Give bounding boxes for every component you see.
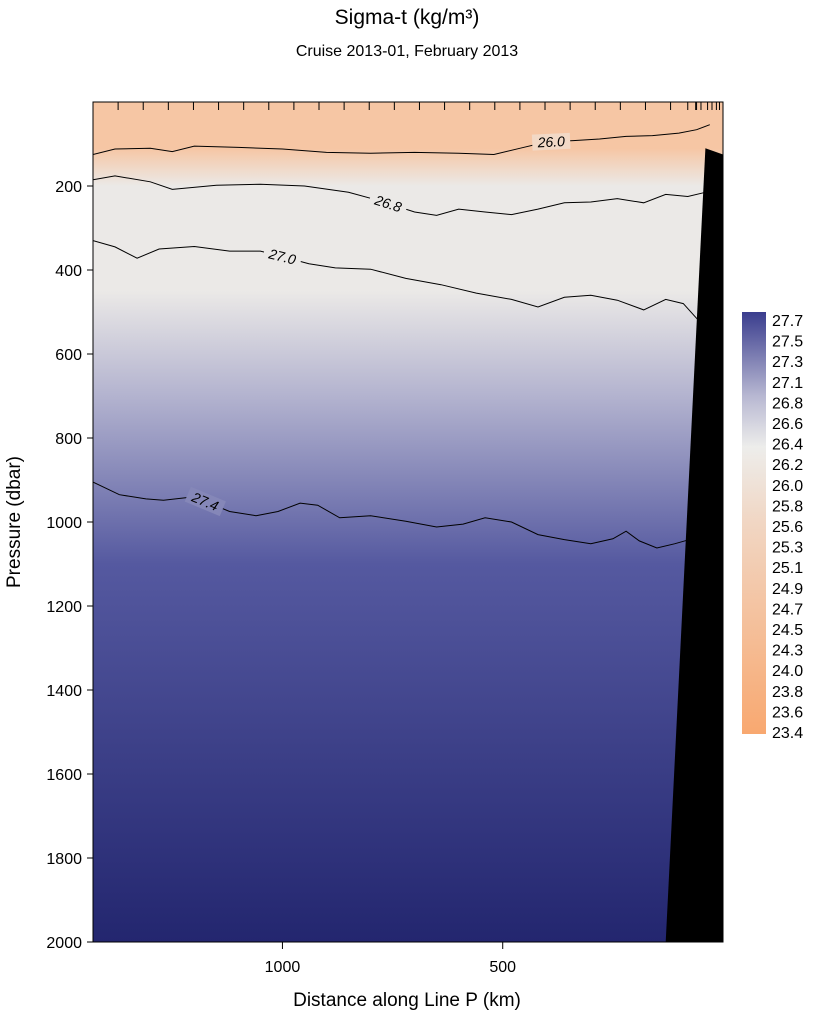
y-tick-label: 2000 (46, 935, 82, 952)
colorbar-label: 24.0 (772, 663, 803, 680)
colorbar-label: 24.7 (772, 601, 803, 618)
contour-26.8 (93, 175, 706, 216)
colorbar-label: 24.9 (772, 581, 803, 598)
colorbar-labels: 27.7 27.5 27.3 27.1 26.8 26.6 26.4 26.2 26.0 25.8… (772, 313, 803, 742)
y-tick-label: 1200 (46, 599, 82, 616)
x-tick-label: 1000 (265, 959, 301, 976)
chart-title: Sigma-t (kg/m³) (335, 6, 480, 29)
colorbar-label: 26.8 (772, 395, 803, 412)
colorbar-label: 27.5 (772, 334, 803, 351)
y-axis-label: Pressure (dbar) (4, 456, 25, 588)
x-axis-label: Distance along Line P (km) (293, 990, 521, 1011)
station-ticks (92, 102, 720, 110)
y-tick-label: 600 (55, 347, 82, 364)
y-tick-label: 1400 (46, 683, 82, 700)
colorbar-label: 23.6 (772, 704, 803, 721)
contour-label: 26.0 (536, 133, 565, 150)
y-tick-label: 800 (55, 431, 82, 448)
colorbar-label: 25.1 (772, 560, 803, 577)
y-tick-label: 1800 (46, 851, 82, 868)
y-axis: 200 400 600 800 1000 1200 1400 1600 1800 2000 (46, 179, 93, 952)
y-tick-label: 400 (55, 263, 82, 280)
colorbar-label: 25.3 (772, 540, 803, 557)
y-tick-label: 200 (55, 179, 82, 196)
colorbar-label: 26.2 (772, 457, 803, 474)
contour-label-group: 27.0 (262, 244, 303, 269)
y-tick-label: 1000 (46, 515, 82, 532)
contour-label-group: 26.0 (531, 132, 571, 151)
colorbar-label: 24.3 (772, 643, 803, 660)
colorbar-label: 23.8 (772, 684, 803, 701)
colorbar-label: 27.1 (772, 375, 803, 392)
colorbar-label: 27.3 (772, 354, 803, 371)
colorbar-label: 26.6 (772, 416, 803, 433)
colorbar-label: 26.0 (772, 478, 803, 495)
contour-27.0 (93, 240, 706, 328)
colorbar-label: 23.4 (772, 725, 803, 742)
contour-label: 27.0 (266, 245, 297, 267)
colorbar (742, 312, 766, 734)
x-tick-label: 500 (489, 959, 516, 976)
colorbar-label: 25.8 (772, 498, 803, 515)
y-tick-label: 1600 (46, 767, 82, 784)
chart-subtitle: Cruise 2013-01, February 2013 (296, 43, 518, 60)
contour-26.0 (93, 124, 710, 156)
bathymetry-shape (665, 148, 723, 942)
x-axis: 1000 500 (265, 942, 516, 976)
colorbar-label: 25.6 (772, 519, 803, 536)
colorbar-label: 27.7 (772, 313, 803, 330)
colorbar-label: 26.4 (772, 437, 803, 454)
colorbar-label: 24.5 (772, 622, 803, 639)
